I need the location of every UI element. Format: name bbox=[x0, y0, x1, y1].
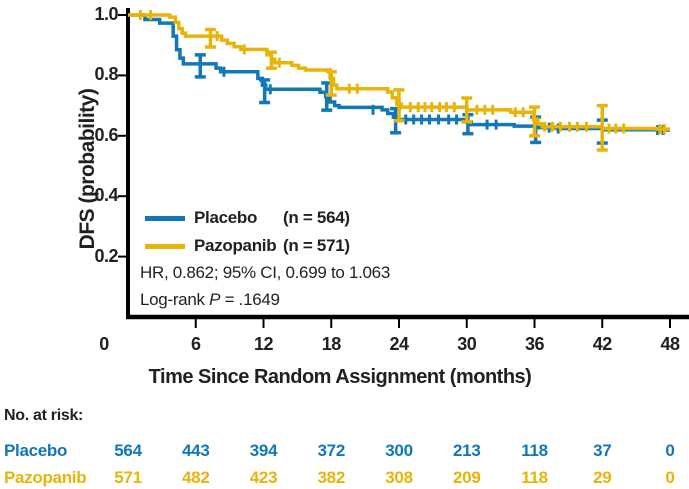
risk-count: 118 bbox=[521, 468, 548, 487]
legend-label-placebo: Placebo bbox=[194, 208, 258, 227]
risk-count: 300 bbox=[385, 441, 413, 460]
y-tick-label: 0.4 bbox=[94, 185, 118, 206]
risk-row-label-placebo: Placebo bbox=[4, 441, 68, 460]
risk-count: 482 bbox=[182, 468, 210, 487]
placebo-line-swatch bbox=[145, 215, 185, 221]
legend-item-placebo: Placebo (n = 564) bbox=[145, 207, 350, 229]
risk-count: 37 bbox=[593, 441, 612, 460]
logrank-p-symbol: P bbox=[209, 290, 221, 309]
pazopanib-survival-curve bbox=[128, 13, 670, 131]
legend-count-placebo: (n = 564) bbox=[283, 208, 350, 227]
risk-count: 29 bbox=[593, 468, 612, 487]
risk-count: 308 bbox=[385, 468, 413, 487]
x-tick-label: 24 bbox=[389, 334, 409, 354]
legend-count-pazopanib: (n = 571) bbox=[283, 236, 350, 255]
x-tick-label: 18 bbox=[321, 334, 342, 354]
placebo-survival-curve bbox=[128, 13, 670, 132]
risk-row-label-pazopanib: Pazopanib bbox=[4, 468, 87, 487]
risk-count: 209 bbox=[453, 468, 481, 487]
x-tick-label: 48 bbox=[660, 334, 680, 354]
y-tick-label: 0.2 bbox=[94, 245, 118, 266]
risk-count: 564 bbox=[114, 441, 142, 460]
x-tick-label: 12 bbox=[253, 334, 274, 354]
logrank-value: = .1649 bbox=[220, 290, 280, 309]
logrank-stat: Log-rank P = .1649 bbox=[140, 290, 280, 310]
risk-count: 0 bbox=[665, 468, 675, 487]
x-tick-label: 30 bbox=[457, 334, 477, 354]
legend-label-pazopanib: Pazopanib bbox=[194, 236, 277, 255]
x-tick-label: 6 bbox=[190, 334, 201, 354]
risk-count: 394 bbox=[249, 441, 278, 460]
logrank-prefix: Log-rank bbox=[140, 290, 210, 309]
risk-table-title: No. at risk: bbox=[4, 407, 84, 424]
legend-item-pazopanib: Pazopanib (n = 571) bbox=[145, 235, 350, 257]
risk-count: 423 bbox=[249, 468, 278, 487]
x-axis-title: Time Since Random Assignment (months) bbox=[148, 366, 532, 388]
x-tick-label: 36 bbox=[524, 334, 545, 354]
y-tick-label: 0.6 bbox=[94, 124, 118, 145]
risk-count: 443 bbox=[182, 441, 210, 460]
pazopanib-line-swatch bbox=[145, 243, 185, 249]
risk-count: 118 bbox=[521, 441, 548, 460]
y-tick-label: 0.8 bbox=[94, 64, 118, 85]
risk-count: 0 bbox=[665, 441, 675, 460]
risk-count: 372 bbox=[317, 441, 346, 460]
y-tick-label: 1.0 bbox=[94, 4, 118, 24]
x-tick-label: 0 bbox=[99, 334, 109, 354]
hazard-ratio-stat: HR, 0.862; 95% CI, 0.699 to 1.063 bbox=[140, 263, 390, 282]
risk-count: 213 bbox=[453, 441, 481, 460]
risk-count: 571 bbox=[114, 468, 142, 487]
risk-count: 382 bbox=[317, 468, 346, 487]
x-tick-label: 42 bbox=[592, 334, 613, 354]
